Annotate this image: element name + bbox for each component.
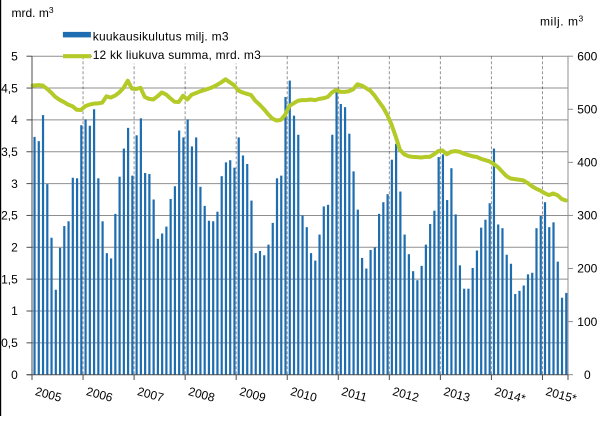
svg-text:3: 3 [11,177,18,191]
svg-text:5: 5 [11,49,18,63]
svg-text:0: 0 [11,368,18,382]
svg-text:3,5: 3,5 [1,145,18,159]
svg-text:2008: 2008 [187,384,217,405]
svg-text:2009: 2009 [238,384,268,405]
svg-text:1: 1 [11,304,18,318]
svg-text:2007: 2007 [136,384,166,405]
svg-text:100: 100 [577,315,597,329]
svg-text:1,5: 1,5 [1,272,18,286]
svg-text:4,5: 4,5 [1,81,18,95]
svg-text:2: 2 [11,241,18,255]
svg-text:mrd. m3: mrd. m3 [12,5,54,20]
svg-text:2005: 2005 [34,384,64,405]
svg-text:2,5: 2,5 [1,209,18,223]
svg-text:2011: 2011 [340,384,369,404]
svg-text:2006: 2006 [85,384,115,405]
svg-text:600: 600 [577,49,597,63]
svg-text:4: 4 [11,113,18,127]
svg-text:milj. m3: milj. m3 [540,14,584,29]
svg-text:0: 0 [584,368,591,382]
svg-text:2012: 2012 [391,384,421,405]
svg-text:200: 200 [577,262,597,276]
svg-text:500: 500 [577,102,597,116]
svg-text:kuukausikulutus milj. m3: kuukausikulutus milj. m3 [93,30,229,44]
svg-text:12 kk liukuva summa, mrd. m3: 12 kk liukuva summa, mrd. m3 [93,48,261,62]
svg-text:2010: 2010 [289,384,319,405]
svg-text:300: 300 [577,209,597,223]
svg-text:2013: 2013 [442,384,472,405]
svg-text:0,5: 0,5 [1,336,18,350]
svg-text:400: 400 [577,156,597,170]
